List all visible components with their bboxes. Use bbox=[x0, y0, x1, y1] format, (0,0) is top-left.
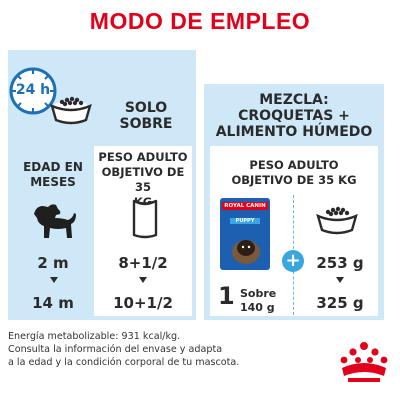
solo-weight-line2: OBJETIVO DE 35 bbox=[101, 165, 185, 194]
age-header-line1: EDAD EN bbox=[23, 160, 83, 174]
dog-icon bbox=[34, 204, 76, 238]
pouch-variant: PUPPY bbox=[230, 218, 260, 224]
clock-label: 24 h bbox=[15, 82, 51, 98]
footer-line1: Energía metabolizable: 931 kcal/kg. bbox=[8, 331, 181, 342]
solo-arrow bbox=[139, 277, 147, 283]
kibble-bowl-icon-right bbox=[316, 206, 358, 235]
solo-value-row-1: 8+1/2 bbox=[118, 254, 168, 272]
solo-value-row-2: 10+1/2 bbox=[113, 294, 173, 312]
brand-crown-logo bbox=[340, 342, 388, 382]
mix-header: MEZCLA: CROQUETAS + ALIMENTO HÚMEDO bbox=[204, 92, 384, 140]
solo-header: SOLO SOBRE bbox=[96, 100, 196, 132]
age-row-2: 14 m bbox=[32, 294, 74, 312]
pouch-label: Sobre bbox=[240, 287, 277, 300]
mix-weight-label: PESO ADULTO OBJETIVO DE 35 KG bbox=[210, 158, 378, 188]
plus-icon: + bbox=[282, 250, 304, 272]
mix-line3: ALIMENTO HÚMEDO bbox=[215, 124, 373, 140]
clock-icon bbox=[9, 67, 57, 115]
age-arrow bbox=[50, 277, 58, 283]
footer-line2: Consulta la información del envase y ada… bbox=[8, 344, 223, 355]
footer-line3: a la edad y la condición corporal de tu … bbox=[8, 357, 240, 368]
solo-line2: SOBRE bbox=[119, 116, 173, 132]
page-title: MODO DE EMPLEO bbox=[89, 8, 311, 34]
mix-weight-line2: OBJETIVO DE 35 KG bbox=[231, 173, 357, 187]
pouch-outline-icon bbox=[132, 199, 158, 239]
kibble-bowl-icon bbox=[50, 96, 92, 125]
puppy-photo bbox=[232, 240, 260, 264]
age-header: EDAD EN MESES bbox=[14, 160, 92, 190]
mix-line1: MEZCLA: bbox=[259, 92, 329, 108]
product-pouch: ROYAL CANIN PUPPY bbox=[220, 198, 270, 270]
mix-weight-line1: PESO ADULTO bbox=[249, 158, 339, 172]
mix-line2: CROQUETAS + bbox=[238, 108, 350, 124]
mix-value-row-1: 253 g bbox=[316, 254, 364, 272]
pouch-count: 1 bbox=[218, 282, 235, 310]
age-row-1: 2 m bbox=[37, 254, 69, 272]
footer-text: Energía metabolizable: 931 kcal/kg. Cons… bbox=[8, 330, 328, 369]
solo-line1: SOLO bbox=[124, 100, 168, 116]
mix-arrow bbox=[336, 277, 344, 283]
age-header-line2: MESES bbox=[30, 175, 76, 189]
solo-weight-label: PESO ADULTO OBJETIVO DE 35 KG bbox=[94, 150, 192, 210]
solo-weight-line1: PESO ADULTO bbox=[98, 150, 188, 164]
mix-value-row-2: 325 g bbox=[316, 294, 364, 312]
pouch-brand: ROYAL CANIN bbox=[222, 202, 268, 210]
pouch-weight: 140 g bbox=[240, 301, 275, 314]
